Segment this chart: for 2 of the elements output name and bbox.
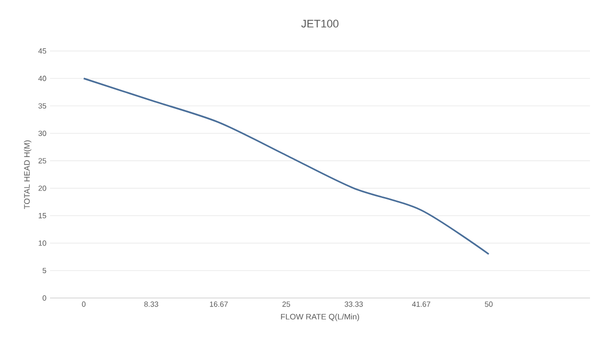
- line-series: [82, 78, 490, 255]
- chart-title: JET100: [301, 20, 338, 28]
